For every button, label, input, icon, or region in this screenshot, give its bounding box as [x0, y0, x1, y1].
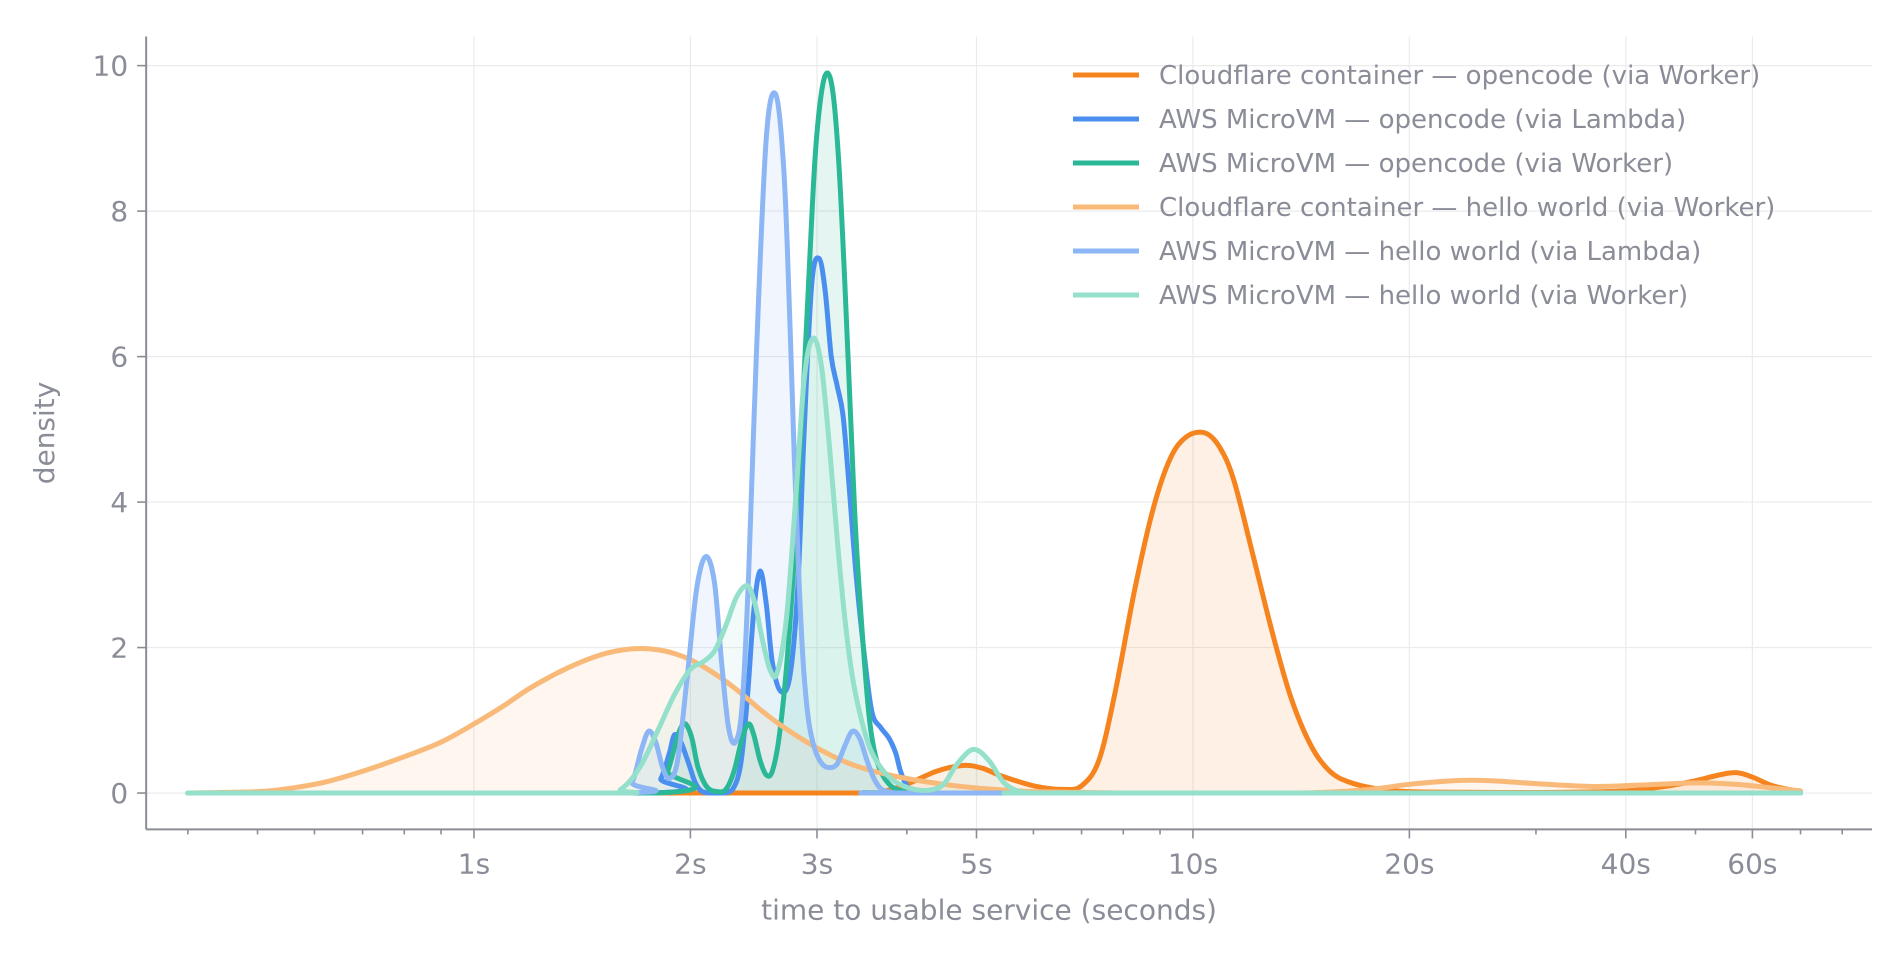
x-tick-label: 60s: [1727, 847, 1777, 880]
series-line-4: [185, 90, 1804, 796]
legend-label-5: AWS MicroVM — hello world (via Worker): [1159, 281, 1688, 311]
y-axis-title: density: [28, 382, 61, 485]
series-fill-5: [187, 338, 1801, 794]
series-fill-0: [187, 432, 1801, 794]
x-tick-label: 20s: [1384, 847, 1434, 880]
legend-label-3: Cloudflare container — hello world (via …: [1159, 193, 1775, 223]
legend-label-4: AWS MicroVM — hello world (via Lambda): [1159, 237, 1701, 267]
grid: [146, 36, 1872, 830]
series-lines: [185, 70, 1804, 796]
y-tick-label: 4: [110, 486, 128, 519]
y-tick-label: 2: [110, 632, 128, 665]
y-tick-label: 0: [110, 777, 128, 810]
axes: [137, 36, 1872, 839]
series-line-1: [185, 255, 1804, 796]
series-fill-2: [187, 72, 1801, 794]
series-line-0: [185, 429, 1804, 796]
series-fills: [187, 72, 1801, 794]
x-axis-title: time to usable service (seconds): [761, 893, 1217, 926]
tick-labels: 0 2 4 6 8 10 1s 2s 3s 5s 10s 20s 40s 60s: [93, 50, 1778, 881]
x-tick-label: 2s: [674, 847, 706, 880]
y-tick-label: 8: [110, 195, 128, 228]
x-tick-label: 10s: [1168, 847, 1218, 880]
series-fill-3: [187, 648, 1801, 794]
x-tick-label: 40s: [1601, 847, 1651, 880]
legend-label-2: AWS MicroVM — opencode (via Worker): [1159, 149, 1673, 179]
x-tick-label: 5s: [960, 847, 992, 880]
series-line-2: [185, 70, 1804, 796]
series-line-5: [185, 335, 1804, 796]
y-tick-label: 10: [93, 50, 129, 83]
legend-label-1: AWS MicroVM — opencode (via Lambda): [1159, 105, 1686, 135]
legend-label-0: Cloudflare container — opencode (via Wor…: [1159, 61, 1760, 91]
x-tick-label: 3s: [801, 847, 833, 880]
legend: Cloudflare container — opencode (via Wor…: [1073, 61, 1775, 311]
y-tick-label: 6: [110, 341, 128, 374]
x-tick-label: 1s: [458, 847, 490, 880]
